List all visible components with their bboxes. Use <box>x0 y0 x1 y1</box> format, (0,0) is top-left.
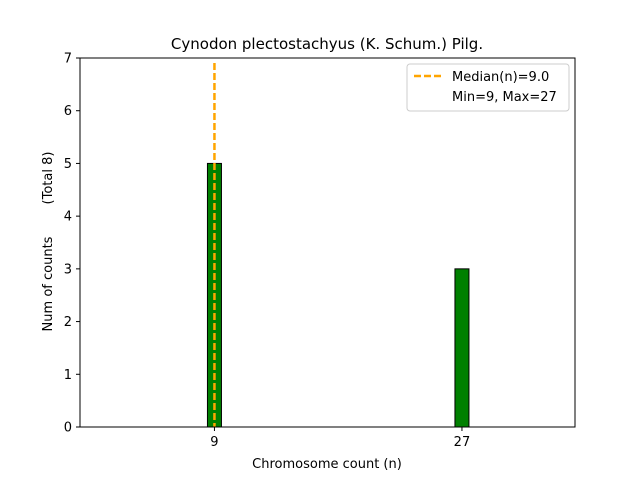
y-axis: 0 1 2 3 4 5 6 7 <box>64 52 80 436</box>
x-tick-label-9: 9 <box>210 435 218 450</box>
chart-title: Cynodon plectostachyus (K. Schum.) Pilg. <box>171 35 483 53</box>
y-tick-label-5: 5 <box>64 157 72 172</box>
x-axis: 9 27 <box>210 427 470 450</box>
y-tick-label-2: 2 <box>64 315 72 330</box>
bars-layer <box>81 162 558 428</box>
y-axis-total-label: (Total 8) <box>41 152 56 205</box>
x-axis-label: Chromosome count (n) <box>252 457 402 472</box>
legend-box <box>406 63 570 112</box>
legend-entry-median: Median(n)=9.0 <box>452 70 549 85</box>
y-tick-label-7: 7 <box>64 52 72 67</box>
y-axis-label: Num of counts <box>41 236 56 331</box>
y-tick-label-3: 3 <box>64 262 72 277</box>
bar-27 <box>454 268 470 428</box>
legend-entry-minmax: Min=9, Max=27 <box>452 90 557 105</box>
y-tick-label-0: 0 <box>64 421 72 436</box>
x-tick-label-27: 27 <box>454 435 471 450</box>
plot-frame <box>79 57 576 428</box>
y-tick-label-4: 4 <box>64 210 72 225</box>
legend: Median(n)=9.0 Min=9, Max=27 <box>406 63 570 112</box>
y-tick-label-1: 1 <box>64 368 72 383</box>
y-tick-label-6: 6 <box>64 104 72 119</box>
